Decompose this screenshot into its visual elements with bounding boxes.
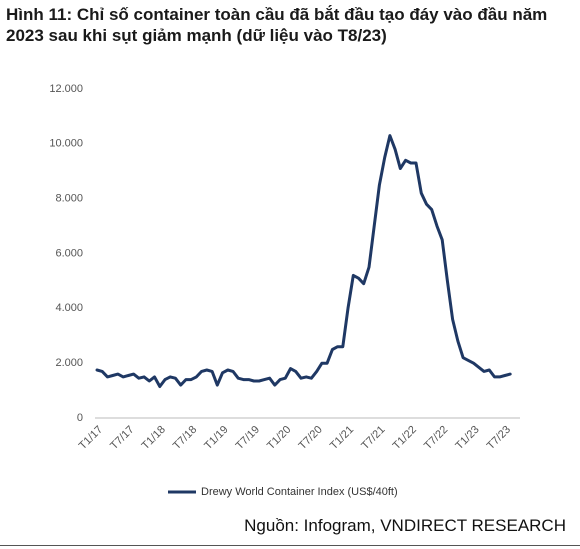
x-tick-label: T1/20 (265, 424, 293, 452)
x-tick-label: T7/23 (485, 424, 513, 452)
x-tick-label: T7/17 (108, 424, 136, 452)
y-tick-label: 10.000 (49, 138, 83, 150)
y-tick-label: 4.000 (55, 302, 83, 314)
x-tick-label: T1/18 (140, 424, 168, 452)
rule (0, 545, 580, 546)
y-tick-label: 2.000 (55, 357, 83, 369)
source: Nguồn: Infogram, VNDIRECT RESEARCH (244, 516, 566, 535)
y-tick-label: 12.000 (49, 83, 83, 95)
series-line (95, 134, 512, 388)
x-tick-label: T7/18 (171, 424, 199, 452)
x-tick-label: T1/21 (328, 424, 356, 452)
x-tick-label: T7/22 (422, 424, 450, 452)
y-tick-label: 0 (77, 412, 83, 424)
x-tick-label: T7/21 (359, 424, 387, 452)
x-tick-label: T1/19 (202, 424, 230, 452)
x-tick-label: T1/22 (391, 424, 419, 452)
x-tick-label: T1/17 (77, 424, 105, 452)
x-tick-label: T7/20 (296, 424, 324, 452)
chart-title: Hình 11: Chỉ số container toàn cầu đã bắ… (6, 5, 548, 45)
x-tick-label: T1/23 (453, 424, 481, 452)
x-tick-label: T7/19 (234, 424, 262, 452)
y-tick-label: 8.000 (55, 193, 83, 205)
y-tick-label: 6.000 (55, 247, 83, 259)
legend-label: Drewy World Container Index (US$/40ft) (201, 486, 398, 498)
